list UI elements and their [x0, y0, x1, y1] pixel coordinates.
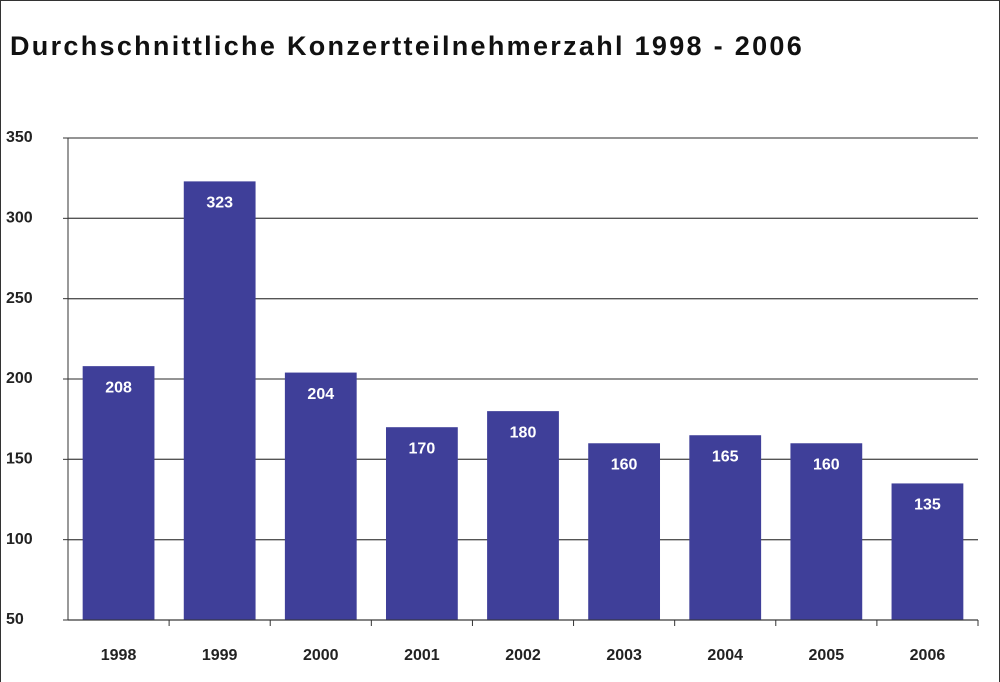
- x-tick-label: 2006: [910, 647, 946, 664]
- x-tick-label: 2005: [809, 647, 845, 664]
- x-tick-label: 2004: [707, 647, 743, 664]
- bar: [790, 443, 863, 620]
- x-tick-label: 2001: [404, 647, 440, 664]
- data-label: 323: [206, 195, 233, 212]
- y-tick-label: 350: [6, 129, 33, 146]
- bar: [385, 427, 458, 620]
- y-tick-label: 250: [6, 290, 33, 307]
- bar: [183, 181, 256, 620]
- bar: [689, 435, 762, 620]
- x-tick-label: 2000: [303, 647, 339, 664]
- data-label: 135: [914, 497, 941, 514]
- data-label: 204: [307, 386, 334, 403]
- data-label: 170: [409, 440, 436, 457]
- bar: [891, 483, 964, 620]
- y-tick-label: 150: [6, 451, 33, 468]
- data-label: 160: [611, 456, 638, 473]
- y-tick-label: 100: [6, 531, 33, 548]
- data-label: 180: [510, 424, 537, 441]
- x-tick-label: 1998: [101, 647, 137, 664]
- bar: [487, 411, 559, 620]
- data-label: 160: [813, 456, 840, 473]
- data-label: 165: [712, 448, 739, 465]
- chart-title: Durchschnittliche Konzertteilnehmerzahl …: [10, 31, 804, 61]
- x-tick-label: 2002: [505, 647, 541, 664]
- x-tick-label: 2003: [606, 647, 642, 664]
- bar: [588, 443, 661, 620]
- bar: [284, 372, 357, 620]
- y-tick-label: 200: [6, 370, 33, 387]
- x-tick-label: 1999: [202, 647, 238, 664]
- y-tick-label: 300: [6, 210, 33, 227]
- data-label: 208: [105, 379, 132, 396]
- y-tick-label: 50: [6, 611, 24, 628]
- bar: [82, 366, 155, 620]
